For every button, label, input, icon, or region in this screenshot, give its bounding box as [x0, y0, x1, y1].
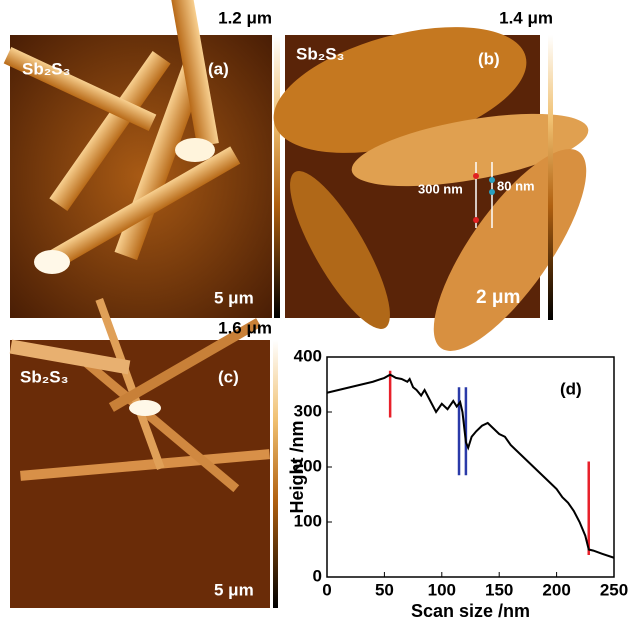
scale-max: 1.2 μm — [218, 8, 272, 27]
material-label: Sb₂S₃ — [22, 59, 70, 78]
x-tick-label: 100 — [428, 580, 456, 599]
afm-image-c — [10, 298, 270, 608]
y-tick-label: 0 — [313, 566, 322, 585]
scale-bar-label: 2 μm — [476, 287, 520, 308]
panel-tag: (a) — [208, 59, 229, 78]
x-tick-label: 50 — [375, 580, 394, 599]
x-tick-label: 150 — [485, 580, 513, 599]
color-bar — [274, 35, 280, 318]
material-label: Sb₂S₃ — [20, 367, 68, 386]
annotation: 80 nm — [497, 178, 535, 193]
x-tick-label: 200 — [542, 580, 570, 599]
scale-bar-label: 5 μm — [214, 580, 254, 599]
y-tick-label: 400 — [294, 346, 322, 365]
color-bar — [273, 340, 278, 608]
annotation: 300 nm — [418, 181, 463, 196]
x-tick-label: 250 — [600, 580, 628, 599]
panel-tag: (c) — [218, 367, 239, 386]
x-axis-label: Scan size /nm — [411, 601, 530, 621]
color-bar — [548, 35, 553, 320]
panel-tag: (d) — [560, 379, 582, 398]
y-axis-label: Height /nm — [287, 421, 307, 514]
y-tick-label: 300 — [294, 401, 322, 420]
figure: 1.2 μm Sb₂S₃ (a) 5 μm 1.4 μm Sb₂S₃ (b) 3… — [0, 0, 633, 626]
x-tick-label: 0 — [322, 580, 331, 599]
material-label: Sb₂S₃ — [296, 44, 344, 63]
data-line — [327, 375, 614, 558]
scale-bar-label: 5 μm — [214, 288, 254, 307]
scale-max: 1.6 μm — [218, 318, 272, 337]
scale-max: 1.4 μm — [499, 8, 553, 27]
panel-tag: (b) — [478, 49, 500, 68]
afm-image-a — [4, 0, 272, 318]
